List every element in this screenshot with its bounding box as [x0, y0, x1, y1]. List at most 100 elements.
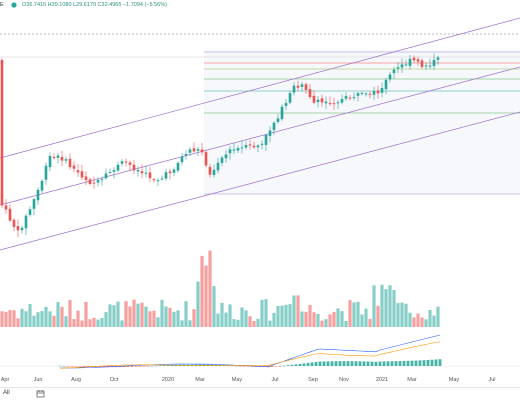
volume-bar — [60, 306, 64, 327]
candle-body — [92, 182, 96, 184]
candle-body — [332, 103, 336, 105]
candle-body — [420, 60, 424, 68]
volume-bar — [232, 319, 236, 327]
candle-body — [96, 180, 100, 183]
candle-body — [120, 161, 124, 164]
volume-bar — [416, 313, 420, 327]
macd-histogram-bar — [130, 366, 134, 367]
candle-body — [108, 172, 112, 174]
candles-layer[interactable] — [0, 53, 440, 238]
volume-bar — [0, 311, 4, 327]
volume-bar — [336, 308, 340, 327]
macd-histogram-bar — [162, 365, 166, 366]
candle-body — [172, 169, 176, 173]
candle-body — [20, 227, 24, 231]
candle-body — [204, 152, 208, 166]
volume-bar — [20, 308, 24, 327]
candle-body — [52, 156, 56, 158]
volume-bar — [120, 320, 124, 327]
candle-body — [412, 57, 416, 61]
candle-body — [328, 103, 332, 105]
candle-body — [36, 189, 40, 201]
candle-body — [64, 159, 68, 161]
candle-body — [180, 156, 184, 163]
macd-histogram-bar — [242, 366, 246, 367]
volume-bar — [176, 310, 180, 327]
volume-bar — [220, 302, 224, 327]
macd-histogram-bar — [406, 360, 410, 366]
macd-histogram-bar — [98, 366, 102, 368]
macd-histogram-bar — [154, 365, 158, 367]
candle-body — [224, 154, 228, 159]
macd-histogram-bar — [138, 366, 142, 367]
macd-histogram-bar — [334, 361, 338, 366]
x-tick-label: 2020 — [162, 377, 174, 383]
candle-body — [304, 84, 308, 90]
macd-histogram-bar — [142, 366, 146, 367]
volume-bar — [436, 306, 440, 327]
macd-histogram-bar — [386, 361, 390, 366]
volume-bar — [324, 319, 328, 327]
candle-body — [168, 171, 172, 174]
macd-histogram-bar — [150, 365, 154, 367]
candle-body — [312, 95, 316, 103]
volume-bar — [152, 310, 156, 327]
candle-body — [300, 84, 304, 87]
macd-pane — [0, 334, 520, 369]
volume-bar — [268, 320, 272, 327]
range-all-button[interactable]: All — [3, 390, 10, 396]
macd-histogram-bar — [238, 366, 242, 367]
candle-body — [276, 118, 280, 123]
volume-bar — [360, 314, 364, 327]
volume-bar — [24, 311, 28, 327]
macd-histogram-bar — [314, 361, 318, 366]
macd-histogram-bar — [298, 363, 302, 366]
macd-histogram-bar — [82, 366, 86, 367]
volume-bar — [280, 305, 284, 327]
volume-bar — [40, 311, 44, 327]
candle-body — [164, 172, 168, 179]
macd-histogram-bar — [230, 365, 234, 367]
candle-body — [176, 162, 180, 171]
x-tick-label: Aug — [71, 377, 81, 383]
macd-histogram-bar — [282, 365, 286, 367]
candle-body — [80, 171, 84, 178]
x-tick-label: Jul — [488, 377, 495, 383]
macd-histogram-bar — [438, 359, 442, 366]
volume-bar — [372, 285, 376, 327]
candle-body — [256, 145, 260, 148]
status-dot-icon — [11, 2, 17, 8]
volume-bar — [272, 312, 276, 327]
candle-body — [408, 58, 412, 66]
volume-bar — [48, 311, 52, 327]
candle-body — [284, 103, 288, 106]
x-tick-label: May — [232, 377, 243, 383]
candle-body — [124, 161, 128, 163]
volume-bar — [356, 301, 360, 327]
candle-body — [44, 165, 48, 180]
volume-bar — [44, 306, 48, 327]
volume-bar — [64, 316, 68, 327]
macd-histogram-bar — [126, 366, 130, 367]
candle-body — [76, 170, 80, 173]
candle-body — [392, 69, 396, 74]
volume-bar — [316, 313, 320, 327]
candle-body — [128, 162, 132, 165]
channel-upper-line — [0, 17, 520, 159]
macd-histogram-bar — [426, 359, 430, 366]
candle-body — [148, 172, 152, 179]
volume-bar — [76, 310, 80, 327]
volume-bar — [388, 285, 392, 327]
candle-body — [240, 147, 244, 149]
macd-histogram-bar — [430, 359, 434, 366]
macd-histogram-bar — [398, 361, 402, 366]
volume-bar — [424, 319, 428, 327]
macd-histogram-bar — [286, 365, 290, 366]
candle-body — [380, 88, 384, 93]
macd-histogram-bar — [402, 360, 406, 366]
macd-histogram-bar — [290, 364, 294, 366]
calendar-icon[interactable] — [36, 389, 45, 398]
candle-body — [356, 93, 360, 96]
candle-body — [292, 85, 296, 93]
